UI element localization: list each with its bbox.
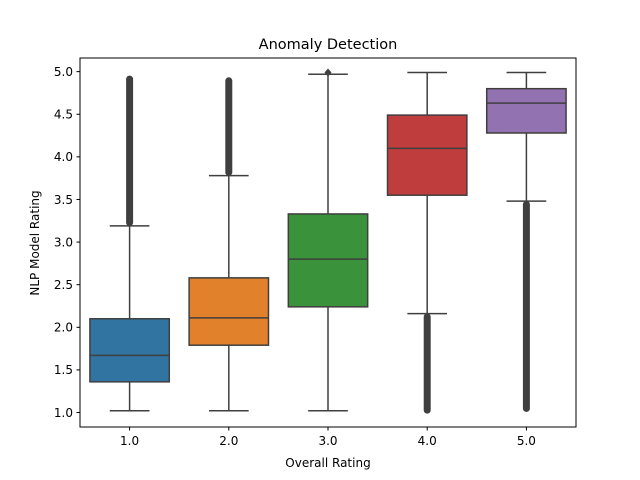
x-tick-label: 3.0 [318,434,337,448]
y-axis-label: NLP Model Rating [28,190,42,295]
box-1.0 [89,318,171,383]
outlier-markers [225,77,233,176]
y-tick-label: 1.5 [54,363,73,377]
chart-title: Anomaly Detection [259,37,398,53]
outlier-markers [423,313,431,414]
x-tick-label: 5.0 [517,434,536,448]
x-tick-label: 1.0 [120,434,139,448]
box-4.0 [386,114,468,196]
y-tick-label: 4.5 [54,108,73,122]
box-5.0 [485,87,567,134]
x-tick-label: 2.0 [219,434,238,448]
x-axis-label: Overall Rating [285,456,370,470]
outlier-marker [324,68,332,77]
y-tick-label: 2.0 [54,321,73,335]
y-tick-label: 3.0 [54,235,73,249]
plot-area: 1.0 1.5 2.0 2.5 3.0 3.5 4.0 4.5 5.0 1.0 2.0 3.0 4.0 5… [54,57,577,448]
y-tick-label: 2.5 [54,278,73,292]
outlier-markers [522,200,530,412]
box-3.0 [287,213,369,308]
outlier-markers [126,75,134,227]
x-tick-label: 4.0 [418,434,437,448]
y-tick-label: 3.5 [54,193,73,207]
box-2.0 [188,277,270,346]
y-tick-label: 5.0 [54,65,73,79]
y-tick-label: 1.0 [54,406,73,420]
y-tick-label: 4.0 [54,150,73,164]
